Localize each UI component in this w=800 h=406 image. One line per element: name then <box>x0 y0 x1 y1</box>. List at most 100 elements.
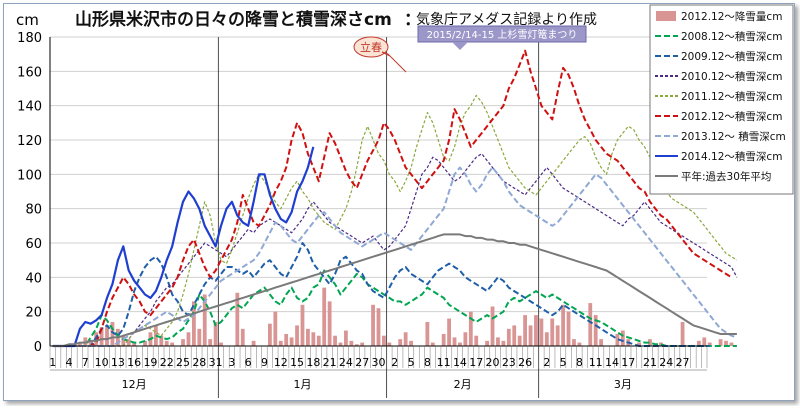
y-tick-label: 20 <box>25 306 42 321</box>
snowfall-bar <box>197 328 202 346</box>
snowfall-bar <box>105 325 109 346</box>
snowfall-bar <box>191 301 196 346</box>
snowfall-bar <box>544 332 549 346</box>
snowfall-bar <box>398 339 403 346</box>
snowfall-bar <box>615 333 620 346</box>
snowfall-bar <box>463 332 468 346</box>
snowfall-bar <box>181 339 185 346</box>
snowfall-bar <box>648 339 652 346</box>
snowfall-bar <box>702 337 707 346</box>
snowfall-bar <box>506 328 511 346</box>
snowfall-bar <box>425 321 430 346</box>
snowfall-bar <box>344 330 348 346</box>
snowfall-bar <box>354 344 359 346</box>
snowfall-bar <box>490 306 495 346</box>
snowfall-bar <box>501 340 506 346</box>
x-tick-label: 14 <box>605 356 619 369</box>
x-tick-label: 9 <box>261 356 268 369</box>
x-tick-label: 17 <box>621 356 635 369</box>
snowfall-bar <box>707 342 712 346</box>
x-tick-label: 8 <box>424 356 431 369</box>
snowfall-bar <box>349 340 354 346</box>
event-annotation: 2015/2/14-15 上杉雪灯篭まつり <box>417 25 587 50</box>
snowfall-bar <box>555 325 560 346</box>
snowfall-bar <box>512 325 517 346</box>
series-line <box>52 146 315 348</box>
x-tick-label: 21 <box>643 356 657 369</box>
snowfall-bar <box>430 342 435 346</box>
snowfall-bar <box>371 304 375 346</box>
x-tick-label: 7 <box>82 356 89 369</box>
x-tick-label: 24 <box>339 356 353 369</box>
x-axis: 1 4 7 10 13 16 19 22 25 28 31 3 6 9 12 15 18 21 24 27 30 2 5 8 1… <box>49 346 708 391</box>
y-tick-label: 120 <box>17 134 42 149</box>
y-tick-label: 140 <box>17 100 42 115</box>
snowfall-bar <box>164 340 169 346</box>
snowfall-bar <box>88 340 93 346</box>
legend-label: 2009.12～積雪深cm <box>681 50 782 63</box>
snowfall-bar <box>327 301 332 346</box>
x-tick-label: 11 <box>437 356 451 369</box>
snowfall-bar <box>219 342 223 346</box>
x-tick-label: 16 <box>127 356 141 369</box>
y-tick-label: 0 <box>34 340 42 355</box>
month-label: 12月 <box>122 378 147 391</box>
risshun-label: 立春 <box>360 40 382 54</box>
snowfall-bar <box>126 339 131 346</box>
legend-label: 2010.12～積雪深cm <box>681 70 782 83</box>
x-tick-label: 28 <box>192 356 206 369</box>
snowfall-bar <box>729 342 734 346</box>
snowfall-bar <box>213 321 218 346</box>
x-tick-label: 14 <box>453 356 467 369</box>
snowfall-bar <box>387 342 392 346</box>
y-tick-label: 100 <box>17 168 42 183</box>
risshun-annotation: 立春 <box>353 36 407 73</box>
snowfall-bar <box>289 337 294 346</box>
x-tick-label: 17 <box>469 356 483 369</box>
snowfall-bar <box>588 303 593 346</box>
y-tick-label: 80 <box>25 203 42 218</box>
legend-label: 2012.12～降雪量cm <box>681 10 782 23</box>
x-tick-label: 2 <box>391 356 398 369</box>
series-line <box>52 49 732 347</box>
snowfall-bar <box>528 325 533 346</box>
month-label: 1月 <box>293 378 311 391</box>
snowfall-bar <box>485 340 489 346</box>
legend-swatch <box>656 11 676 21</box>
x-tick-label: 26 <box>518 356 532 369</box>
x-tick-label: 1 <box>49 356 56 369</box>
snowfall-bar <box>452 337 457 346</box>
snowfall-bar <box>680 321 685 346</box>
x-tick-label: 13 <box>111 356 125 369</box>
legend-label: 平年:過去30年平均 <box>681 170 771 183</box>
snowfall-bar <box>121 335 126 346</box>
snowfall-bar <box>278 340 283 346</box>
x-tick-label: 19 <box>143 356 157 369</box>
snowfall-bar <box>202 294 207 346</box>
x-tick-label: 2 <box>543 356 550 369</box>
snowfall-bar <box>577 342 582 346</box>
snowfall-bar <box>718 339 723 346</box>
snowfall-bar <box>724 340 728 346</box>
chart-title: 山形県米沢市の日々の降雪と積雪深さcm <box>75 9 392 30</box>
legend: 2012.12～降雪量cm 2008.12～積雪深cm 2009.12～積雪深cm 2… <box>649 4 794 195</box>
legend-label: 2013.12～ 積雪深cm <box>681 130 786 143</box>
snowfall-bar <box>240 328 245 346</box>
event-label: 2015/2/14-15 上杉雪灯篭まつり <box>427 28 578 41</box>
y-axis: 0 20 40 60 80 100 120 140 160 180 <box>17 31 707 355</box>
y-axis-unit-label: cm <box>16 11 39 29</box>
month-label: 3月 <box>614 378 632 391</box>
snowfall-bar <box>99 327 104 346</box>
snowfall-bar <box>523 315 528 346</box>
snowfall-bar <box>566 311 571 346</box>
snowfall-bar <box>360 342 365 346</box>
snowfall-bar <box>599 339 604 346</box>
risshun-bubble <box>353 36 389 58</box>
series-line <box>52 233 737 347</box>
snowfall-bar <box>295 325 299 346</box>
snowfall-bar <box>77 342 82 346</box>
x-tick-label: 22 <box>160 356 174 369</box>
snowfall-bar <box>311 332 316 346</box>
snowfall-bar <box>306 328 310 346</box>
